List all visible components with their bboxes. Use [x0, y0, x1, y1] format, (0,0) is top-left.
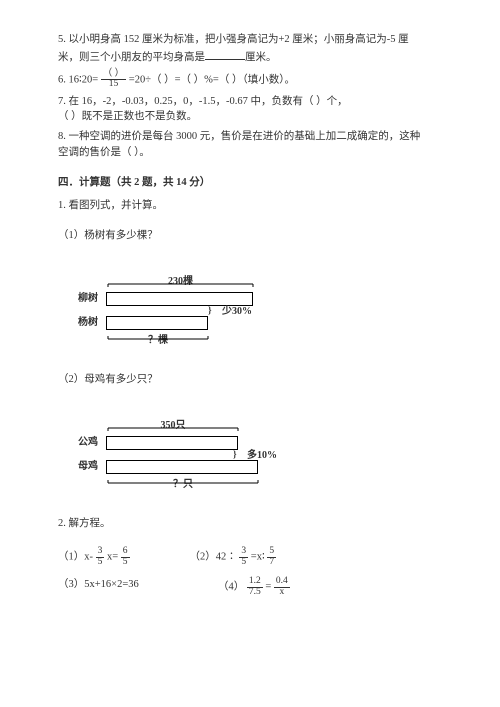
q8-line2: 空调的售价是（ ）。	[58, 147, 150, 158]
eq2: （2）42∶ 35 =x∶ 57	[190, 547, 277, 567]
q5-line2a: 米，则三个小朋友的平均身高是	[58, 52, 205, 63]
eq4-eq: =	[265, 582, 274, 593]
eq3: （3）5x+16×2=36	[58, 577, 158, 597]
eq4-f2d: x	[274, 588, 290, 598]
d2-top-value: 350只	[108, 418, 238, 433]
d2-row1-bar	[106, 436, 238, 450]
d1-row2-bar	[106, 316, 208, 330]
d2-row2: 母鸡	[78, 459, 278, 475]
d2-row2-name: 母鸡	[78, 459, 106, 474]
d2-between: } 多10%	[78, 451, 278, 459]
question-8: 8. 一种空调的进价是每台 3000 元，售价是在进价的基础上加二成确定的，这种…	[58, 129, 442, 161]
section4-q1: 1. 看图列式，并计算。	[58, 198, 442, 214]
q6-fraction: （ ） 15	[101, 70, 126, 90]
eq1-f1: 35	[96, 547, 105, 567]
eq4: （4） 1.27.5 = 0.4x	[218, 577, 290, 597]
section4-q2: 2. 解方程。	[58, 516, 442, 532]
d2-row1-name: 公鸡	[78, 435, 106, 450]
eq2-prefix: （2）42∶	[190, 552, 237, 563]
eq2-f1: 35	[239, 547, 248, 567]
eq2-f2: 57	[267, 547, 276, 567]
d1-row1-name: 柳树	[78, 291, 106, 306]
eq1-f1d: 5	[96, 558, 105, 568]
q5-blank	[205, 48, 245, 60]
q6-frac-den: 15	[101, 80, 126, 90]
diagram1-wrap: 230棵 柳树 } 少30% 杨树 ？棵	[78, 274, 278, 348]
d1-between: } 少30%	[78, 307, 278, 315]
q6-prefix: 6. 16∶20=	[58, 74, 98, 85]
question-7: 7. 在 16，-2，-0.03，0.25，0，-1.5，-0.67 中，负数有…	[58, 94, 442, 126]
eq1-mid: x=	[107, 552, 121, 563]
eq1: （1）x- 35 x= 65	[58, 547, 130, 567]
d1-bottom-label: ？棵	[108, 333, 208, 348]
d2-bottom-label: ？只	[108, 477, 258, 492]
q6-mid: =20÷（ ）=（ ）%=（ ）（填小数）。	[129, 74, 295, 85]
d1-top-value: 230棵	[108, 274, 253, 289]
d1-between-label: 少30%	[222, 304, 252, 319]
d2-row2-bar	[106, 460, 258, 474]
q7-line2: （ ）既不是正数也不是负数。	[58, 111, 197, 122]
q8-line1: 8. 一种空调的进价是每台 3000 元，售价是在进价的基础上加二成确定的，这种	[58, 131, 420, 142]
question-6: 6. 16∶20= （ ） 15 =20÷（ ）=（ ）%=（ ）（填小数）。	[58, 70, 442, 90]
eq1-f2d: 5	[121, 558, 130, 568]
eq-row-2: （3）5x+16×2=36 （4） 1.27.5 = 0.4x	[58, 577, 442, 597]
eq2-mid: =x∶	[251, 552, 265, 563]
page-content: 5. 以小明身高 152 厘米为标准，把小强身高记为+2 厘米；小丽身高记为-5…	[0, 0, 500, 597]
eq-row-1: （1）x- 35 x= 65 （2）42∶ 35 =x∶ 57	[58, 547, 442, 567]
eq2-f1d: 5	[239, 558, 248, 568]
q5-line1: 5. 以小明身高 152 厘米为标准，把小强身高记为+2 厘米；小丽身高记为-5…	[58, 34, 409, 45]
q5-line2b: 厘米。	[245, 52, 277, 63]
d1-row2-name: 杨树	[78, 315, 106, 330]
question-5: 5. 以小明身高 152 厘米为标准，把小强身高记为+2 厘米；小丽身高记为-5…	[58, 32, 442, 66]
eq4-f1: 1.27.5	[247, 577, 263, 597]
diagram-2: 350只 公鸡 } 多10% 母鸡 ？只	[78, 418, 442, 492]
diagram2-wrap: 350只 公鸡 } 多10% 母鸡 ？只	[78, 418, 278, 492]
eq4-f2: 0.4x	[274, 577, 290, 597]
section-4-title: 四．计算题（共 2 题，共 14 分）	[58, 175, 442, 191]
eq4-f1d: 7.5	[247, 588, 263, 598]
q7-line1: 7. 在 16，-2，-0.03，0.25，0，-1.5，-0.67 中，负数有…	[58, 96, 348, 107]
eq4-prefix: （4）	[218, 582, 244, 593]
equations-block: （1）x- 35 x= 65 （2）42∶ 35 =x∶ 57 （3）5x+16…	[58, 547, 442, 597]
diagram-1: 230棵 柳树 } 少30% 杨树 ？棵	[78, 274, 442, 348]
section4-q1-2: （2）母鸡有多少只？	[58, 372, 442, 388]
section4-q1-1: （1）杨树有多少棵？	[58, 228, 442, 244]
eq1-prefix: （1）x-	[58, 552, 93, 563]
eq1-f2: 65	[121, 547, 130, 567]
eq2-f2d: 7	[267, 558, 276, 568]
